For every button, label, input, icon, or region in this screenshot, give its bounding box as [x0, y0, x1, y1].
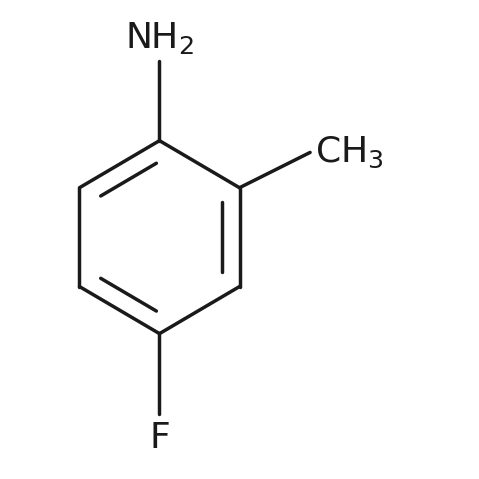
Text: CH$_3$: CH$_3$ — [315, 135, 384, 170]
Text: F: F — [149, 421, 170, 455]
Text: NH$_2$: NH$_2$ — [125, 20, 194, 56]
